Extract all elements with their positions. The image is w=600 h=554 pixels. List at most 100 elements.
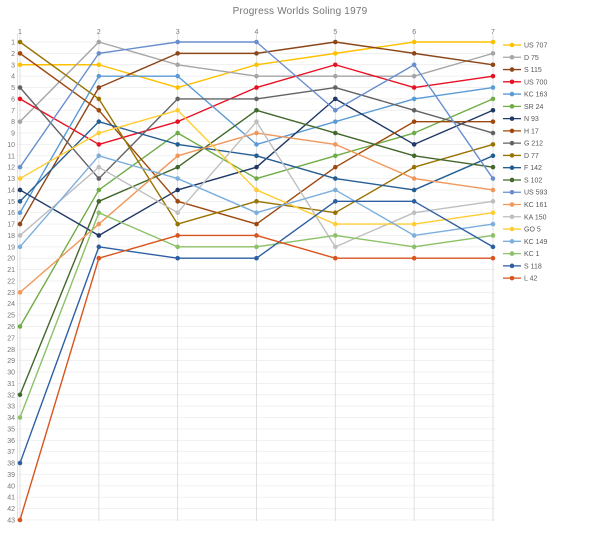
y-tick-label-37: 37 [7, 449, 15, 456]
y-tick-label-39: 39 [7, 472, 15, 479]
data-point-kc-163-race-2 [96, 73, 102, 79]
data-point-n-93-race-7 [490, 107, 496, 113]
y-tick-label-34: 34 [7, 415, 15, 422]
legend-item-us-707: US 707 [503, 43, 547, 50]
data-point-us-707-race-4 [254, 62, 259, 68]
data-point-kc-161-race-4 [254, 130, 259, 136]
data-point-us-593-race-3 [175, 39, 180, 45]
legend-marker-us-593 [509, 189, 515, 195]
y-tick-label-18: 18 [7, 233, 15, 240]
data-point-f-142-race-6 [411, 187, 417, 193]
y-tick-label-22: 22 [7, 278, 15, 285]
legend-marker-us-700 [509, 79, 515, 85]
data-point-f-142-race-1 [17, 199, 23, 204]
y-tick-label-7: 7 [11, 108, 15, 115]
legend-item-g-212: G 212 [503, 141, 543, 148]
data-point-s-118-race-4 [254, 255, 259, 261]
data-point-go-5-race-6 [411, 221, 417, 227]
legend-item-kc-1: KC 1 [503, 251, 540, 258]
data-point-d-75-race-2 [96, 39, 102, 45]
y-tick-label-6: 6 [11, 96, 15, 103]
data-point-us-707-race-5 [333, 51, 338, 56]
legend-label-f-142: F 142 [524, 165, 542, 172]
data-point-f-142-race-2 [96, 119, 102, 124]
data-point-us-707-race-2 [96, 62, 102, 68]
legend-item-d-77: D 77 [503, 153, 539, 160]
data-point-kc-1-race-2 [96, 210, 102, 215]
data-point-kc-161-race-1 [17, 290, 23, 295]
legend-label-go-5: GO 5 [524, 227, 541, 234]
data-point-sr-24-race-1 [17, 324, 23, 329]
y-tick-label-23: 23 [7, 290, 15, 297]
data-point-kc-1-race-3 [175, 244, 180, 250]
legend-marker-s-118 [509, 263, 515, 269]
data-point-s-115-race-2 [96, 85, 102, 90]
x-tick-label-4: 4 [255, 29, 259, 36]
legend-label-s-115: S 115 [524, 67, 542, 74]
data-point-us-707-race-7 [490, 39, 496, 45]
legend-label-sr-24: SR 24 [524, 104, 544, 111]
y-tick-label-3: 3 [11, 62, 15, 69]
data-point-d-75-race-3 [175, 62, 180, 68]
data-point-l-42-race-3 [175, 233, 180, 238]
legend-marker-kc-1 [509, 251, 515, 256]
data-point-sr-24-race-2 [96, 187, 102, 193]
legend-item-f-142: F 142 [503, 165, 542, 172]
data-point-sr-24-race-3 [175, 130, 180, 136]
y-tick-label-24: 24 [7, 301, 15, 308]
legend-item-ka-150: KA 150 [503, 214, 547, 221]
y-tick-label-42: 42 [7, 506, 15, 513]
legend-marker-s-102 [509, 177, 515, 183]
y-tick-label-40: 40 [7, 483, 15, 490]
data-point-s-115-race-6 [411, 51, 417, 56]
data-point-us-593-race-5 [333, 107, 338, 113]
legend-label-us-707: US 707 [524, 43, 547, 50]
data-point-d-77-race-7 [490, 142, 496, 147]
y-tick-label-11: 11 [8, 153, 15, 160]
y-tick-label-1: 1 [11, 40, 15, 47]
data-point-h-17-race-3 [175, 199, 180, 204]
legend-marker-f-142 [509, 165, 515, 170]
data-point-go-5-race-1 [17, 176, 23, 181]
legend-label-s-102: S 102 [524, 177, 542, 184]
data-point-kc-149-race-1 [17, 244, 23, 250]
y-tick-label-5: 5 [11, 85, 15, 92]
data-point-h-17-race-1 [17, 51, 23, 56]
data-point-l-42-race-6 [411, 255, 417, 261]
data-point-us-593-race-6 [411, 62, 417, 68]
legend-label-kc-163: KC 163 [524, 92, 547, 99]
legend-item-kc-161: KC 161 [503, 202, 547, 209]
x-tick-label-7: 7 [491, 29, 495, 36]
legend-item-us-593: US 593 [503, 190, 547, 197]
data-point-d-75-race-5 [333, 73, 338, 79]
data-point-kc-163-race-5 [333, 119, 338, 124]
x-tick-label-6: 6 [412, 29, 416, 36]
legend-marker-ka-150 [509, 214, 515, 220]
y-tick-label-19: 19 [7, 244, 15, 251]
data-point-d-75-race-1 [17, 119, 23, 124]
legend-label-kc-1: KC 1 [524, 251, 540, 258]
legend-marker-g-212 [509, 140, 515, 146]
legend-label-n-93: N 93 [524, 116, 539, 123]
data-point-us-707-race-1 [17, 62, 23, 68]
legend-label-d-77: D 77 [524, 153, 539, 160]
data-point-kc-161-race-3 [175, 153, 180, 159]
data-point-d-75-race-7 [490, 51, 496, 56]
y-tick-label-10: 10 [7, 142, 15, 149]
data-point-go-5-race-5 [333, 221, 338, 227]
data-point-g-212-race-4 [254, 96, 259, 102]
data-point-kc-149-race-7 [490, 221, 496, 227]
y-tick-label-16: 16 [7, 210, 15, 217]
y-tick-label-25: 25 [7, 313, 15, 320]
data-point-kc-163-race-1 [17, 210, 23, 215]
data-point-us-700-race-4 [254, 85, 259, 90]
legend-marker-h-17 [509, 128, 515, 134]
data-point-l-42-race-4 [254, 233, 259, 238]
data-point-f-142-race-7 [490, 153, 496, 159]
data-point-ka-150-race-5 [333, 244, 338, 250]
data-point-kc-161-race-6 [411, 176, 417, 181]
data-point-f-142-race-3 [175, 142, 180, 147]
data-point-us-707-race-3 [175, 85, 180, 90]
data-point-s-118-race-1 [17, 460, 23, 466]
data-point-g-212-race-6 [411, 107, 417, 113]
